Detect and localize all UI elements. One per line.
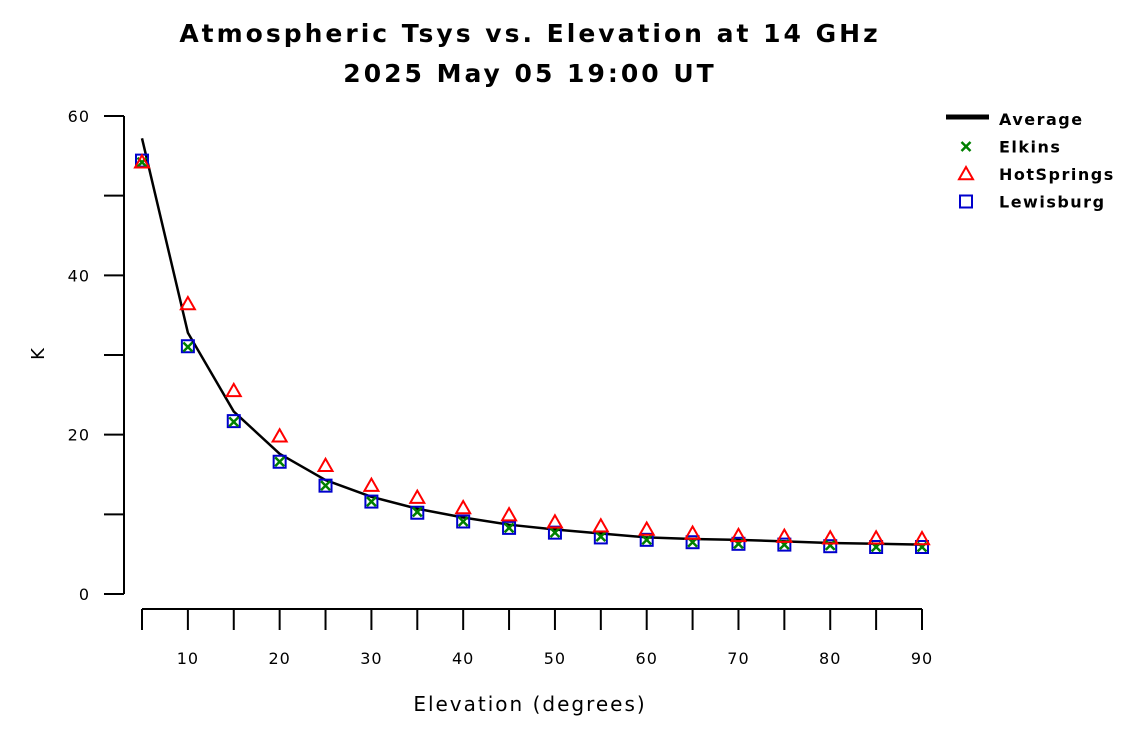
hotsprings-point [867, 529, 885, 545]
x-stroke [549, 527, 561, 539]
hotsprings-point [913, 530, 931, 546]
x-tick-label: 60 [636, 649, 658, 668]
legend-label-lewisburg: Lewisburg [999, 193, 1106, 212]
lewisburg-point [502, 520, 517, 535]
chart-subtitle: 2025 May 05 19:00 UT [343, 59, 717, 88]
lewisburg-point [318, 478, 333, 493]
lewisburg-point [915, 539, 929, 554]
y-tick-label: 60 [68, 107, 90, 126]
average-line-layer [140, 138, 923, 546]
legend-swatch-elkins [960, 141, 972, 152]
x-tick-label: 50 [544, 649, 566, 668]
legend-label-elkins: Elkins [999, 138, 1061, 157]
legend-swatch-hotsprings [957, 164, 975, 181]
lewisburg-point [823, 539, 838, 554]
hotsprings-point [775, 527, 794, 543]
x-tick-label: 90 [911, 649, 933, 668]
legend: Average Elkins HotSprings Lewisburg [946, 110, 1115, 212]
elkins-point [824, 540, 836, 551]
hotsprings-point [821, 529, 839, 545]
x-axis-label: Elevation (degrees) [413, 692, 646, 716]
hotsprings-point [683, 524, 702, 540]
elkins-point [182, 341, 194, 353]
elkins-point [641, 534, 653, 546]
legend-label-hotsprings: HotSprings [999, 165, 1115, 184]
y-tick-label: 20 [68, 426, 90, 445]
lewisburg-point [777, 537, 792, 552]
chart-title-block: Atmospheric Tsys vs. Elevation at 14 GHz… [0, 14, 1060, 94]
hotsprings-point [592, 517, 610, 533]
hotsprings-point [408, 488, 427, 504]
axes-group: 0 20 40 60 10 20 30 40 50 60 70 80 90 [68, 107, 933, 668]
y-tick-label: 40 [68, 266, 90, 285]
lewisburg-point [456, 514, 471, 529]
hotsprings-point [500, 506, 518, 522]
elkins-point [595, 531, 607, 543]
x-tick-label: 70 [727, 649, 749, 668]
x-stroke [182, 341, 194, 353]
lewisburg-point [410, 505, 425, 520]
x-stroke [457, 516, 469, 527]
lewisburg-point [364, 494, 379, 509]
hotsprings-point [133, 153, 151, 169]
x-stroke [641, 534, 653, 546]
lewisburg-point [869, 539, 884, 554]
lewisburg-point [685, 535, 700, 550]
x-tick-label: 30 [360, 649, 382, 668]
x-stroke [274, 456, 286, 468]
hotsprings-point [546, 513, 564, 529]
x-stroke [366, 496, 377, 507]
lewisburg-point [180, 339, 195, 354]
x-tick-label: 80 [819, 649, 841, 668]
x-tick-label: 10 [177, 649, 199, 668]
elkins-point [549, 527, 561, 539]
hotsprings-point [270, 427, 289, 443]
hotsprings-point [362, 476, 381, 492]
x-tick-label: 40 [452, 649, 474, 668]
x-tick-label: 20 [268, 649, 290, 668]
legend-label-average: Average [999, 110, 1084, 129]
elkins-point [320, 480, 331, 492]
x-stroke [595, 531, 607, 543]
elkins-point [503, 522, 515, 534]
x-stroke [824, 540, 836, 551]
x-stroke [228, 416, 240, 428]
elkins-point [274, 456, 286, 468]
x-stroke [411, 506, 423, 518]
x-stroke [503, 522, 515, 534]
y-tick-label: 0 [79, 585, 90, 604]
chart-title: Atmospheric Tsys vs. Elevation at 14 GHz [179, 19, 881, 48]
lewisburg-point [226, 414, 241, 429]
hotsprings-point [637, 520, 656, 536]
legend-swatch-lewisburg [959, 194, 973, 209]
hotsprings-point [729, 526, 748, 543]
y-axis-label: K [28, 347, 49, 360]
hotsprings-point [179, 294, 197, 311]
marker-layer [133, 153, 931, 554]
lewisburg-point [272, 454, 287, 469]
lewisburg-point [731, 536, 746, 551]
x-stroke [960, 141, 972, 152]
hotsprings-point [225, 381, 243, 398]
elkins-point [411, 506, 423, 518]
elkins-point [228, 416, 240, 428]
average-series-line [140, 138, 923, 546]
hotsprings-point [454, 498, 472, 515]
elkins-point [366, 496, 377, 507]
hotsprings-point [316, 456, 335, 472]
x-stroke [320, 480, 331, 492]
elkins-point [457, 516, 469, 527]
